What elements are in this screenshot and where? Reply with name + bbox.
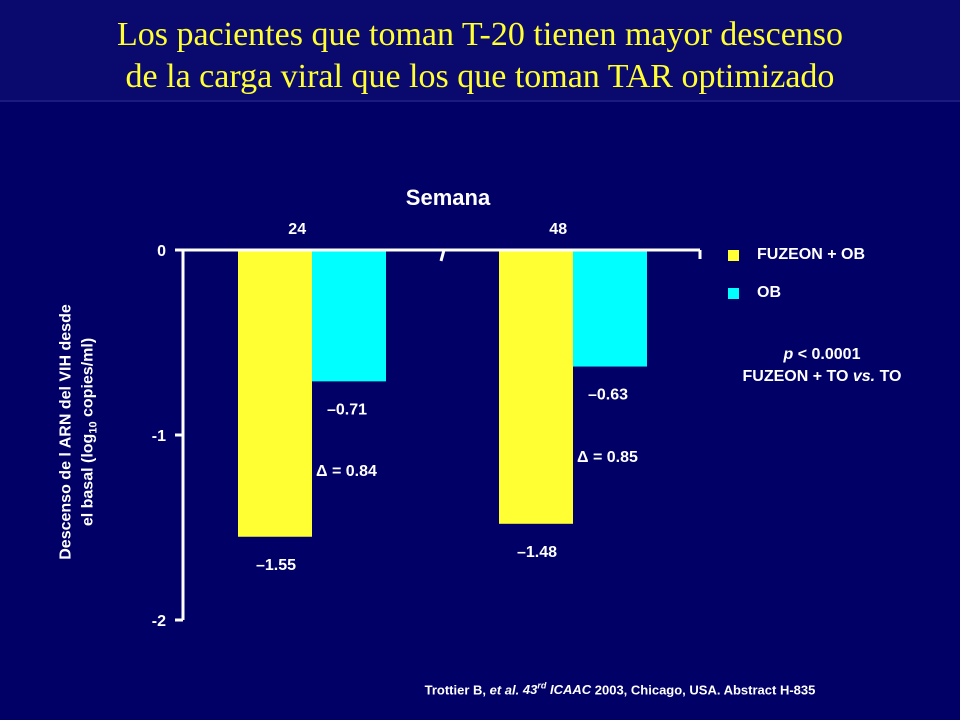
bar-fuzeon-ob-week-24 <box>238 250 312 537</box>
slide-title: Los pacientes que toman T-20 tienen mayo… <box>0 14 960 98</box>
y-tick-label: -1 <box>152 428 166 445</box>
bar-ob-week-48 <box>573 250 647 367</box>
p-value: p < 0.0001 <box>783 346 861 363</box>
y-tick-label: -2 <box>152 613 166 630</box>
delta-label-week-24: Δ = 0.84 <box>316 463 377 480</box>
citation: Trottier B, et al. 43rd ICAAC 2003, Chic… <box>424 681 816 698</box>
legend-label-ob: OB <box>757 284 781 301</box>
p-comparison: FUZEON + TO vs. TO <box>742 368 902 385</box>
category-label-week-48: 48 <box>549 221 567 238</box>
y-axis-label-line-1: Descenso de l ARN del VIH desde <box>57 304 75 560</box>
data-label-fuzeon-ob-week-24: –1.55 <box>256 557 296 574</box>
chart-title: Semana <box>406 185 491 210</box>
title-band <box>0 0 960 102</box>
y-axis-label: Descenso de l ARN del VIH desde el basal… <box>55 304 104 559</box>
legend: FUZEON + OB OB <box>728 244 865 320</box>
category-label-week-24: 24 <box>288 221 306 238</box>
x-axis-break-mark <box>439 249 446 262</box>
data-label-ob-week-24: –0.71 <box>327 401 367 418</box>
legend-item-fuzeon-ob: FUZEON + OB <box>728 244 865 266</box>
y-axis-label-line-2: el basal (log10 copies/ml) <box>79 337 100 527</box>
delta-label-week-48: Δ = 0.85 <box>577 449 638 466</box>
bar-fuzeon-ob-week-48 <box>499 250 573 524</box>
legend-item-ob: OB <box>728 282 865 304</box>
bar-ob-week-24 <box>312 250 386 382</box>
data-label-ob-week-48: –0.63 <box>588 387 628 404</box>
p-value-note: p < 0.0001 FUZEON + TO vs. TO <box>712 344 932 388</box>
data-label-fuzeon-ob-week-48: –1.48 <box>517 544 557 561</box>
legend-swatch-ob <box>728 287 739 299</box>
legend-swatch-fuzeon-ob <box>728 249 739 261</box>
legend-label-fuzeon-ob: FUZEON + OB <box>757 246 866 263</box>
title-line-2: de la carga viral que los que toman TAR … <box>125 58 835 95</box>
y-tick-label: 0 <box>157 243 166 260</box>
title-line-1: Los pacientes que toman T-20 tienen mayo… <box>116 16 844 53</box>
